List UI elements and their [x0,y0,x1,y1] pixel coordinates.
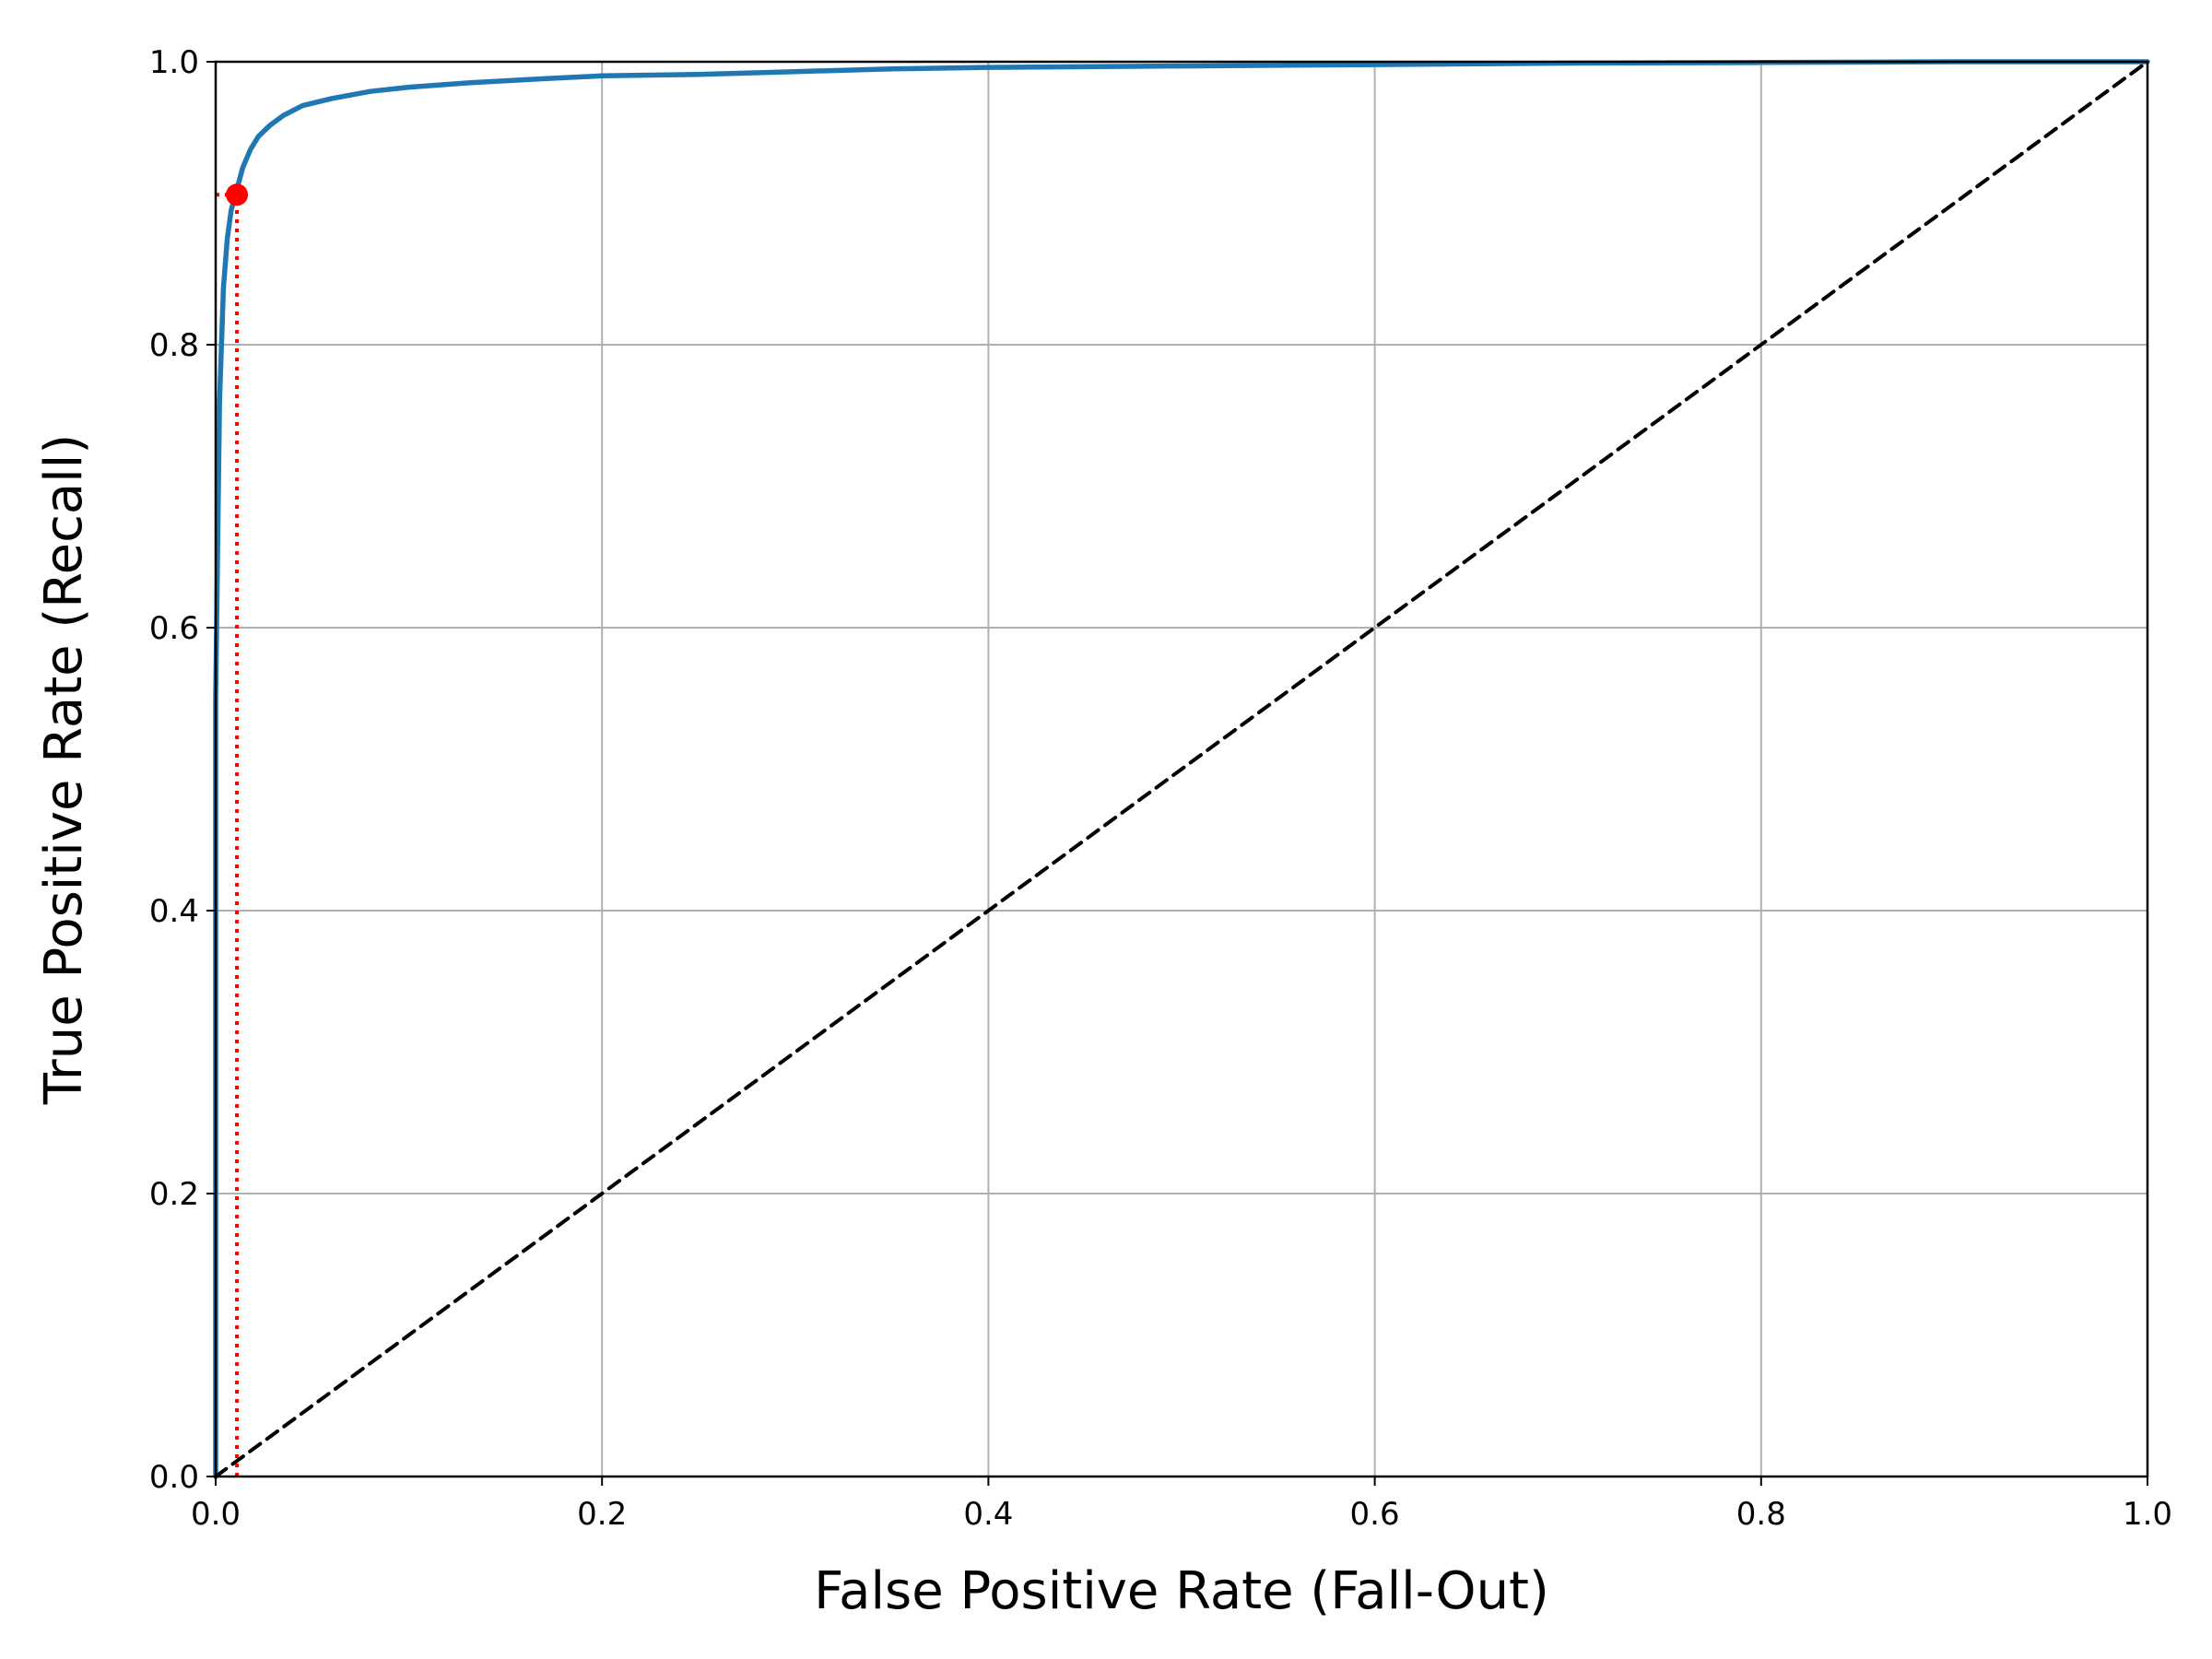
x-axis-title: False Positive Rate (Fall-Out) [814,1561,1549,1621]
y-tick-label: 0.8 [149,327,199,364]
x-tick-label: 0.0 [191,1496,241,1533]
roc-curve-line [213,59,2150,1479]
y-tick-label: 0.0 [149,1459,199,1496]
y-tick-label: 0.4 [149,893,199,930]
series-layer [213,59,2150,1479]
x-tick-label: 0.2 [577,1496,627,1533]
y-axis-ticks: 0.0 0.2 0.4 0.6 0.8 1.0 [149,44,216,1496]
y-tick-label: 0.2 [149,1176,199,1213]
highlight-layer [216,183,249,1477]
x-tick-label: 0.4 [963,1496,1013,1533]
plot-frame [214,60,2149,1478]
y-tick-label: 1.0 [149,44,199,81]
y-tick-label: 0.6 [149,610,199,647]
x-tick-label: 0.6 [1350,1496,1400,1533]
x-axis-ticks: 0.0 0.2 0.4 0.6 0.8 1.0 [191,1477,2172,1533]
x-tick-label: 0.8 [1736,1496,1786,1533]
x-tick-label: 1.0 [2123,1496,2172,1533]
y-axis-title: True Positive Rate (Recall) [34,434,94,1105]
threshold-point [226,183,249,206]
random-classifier-line [214,60,2149,1478]
